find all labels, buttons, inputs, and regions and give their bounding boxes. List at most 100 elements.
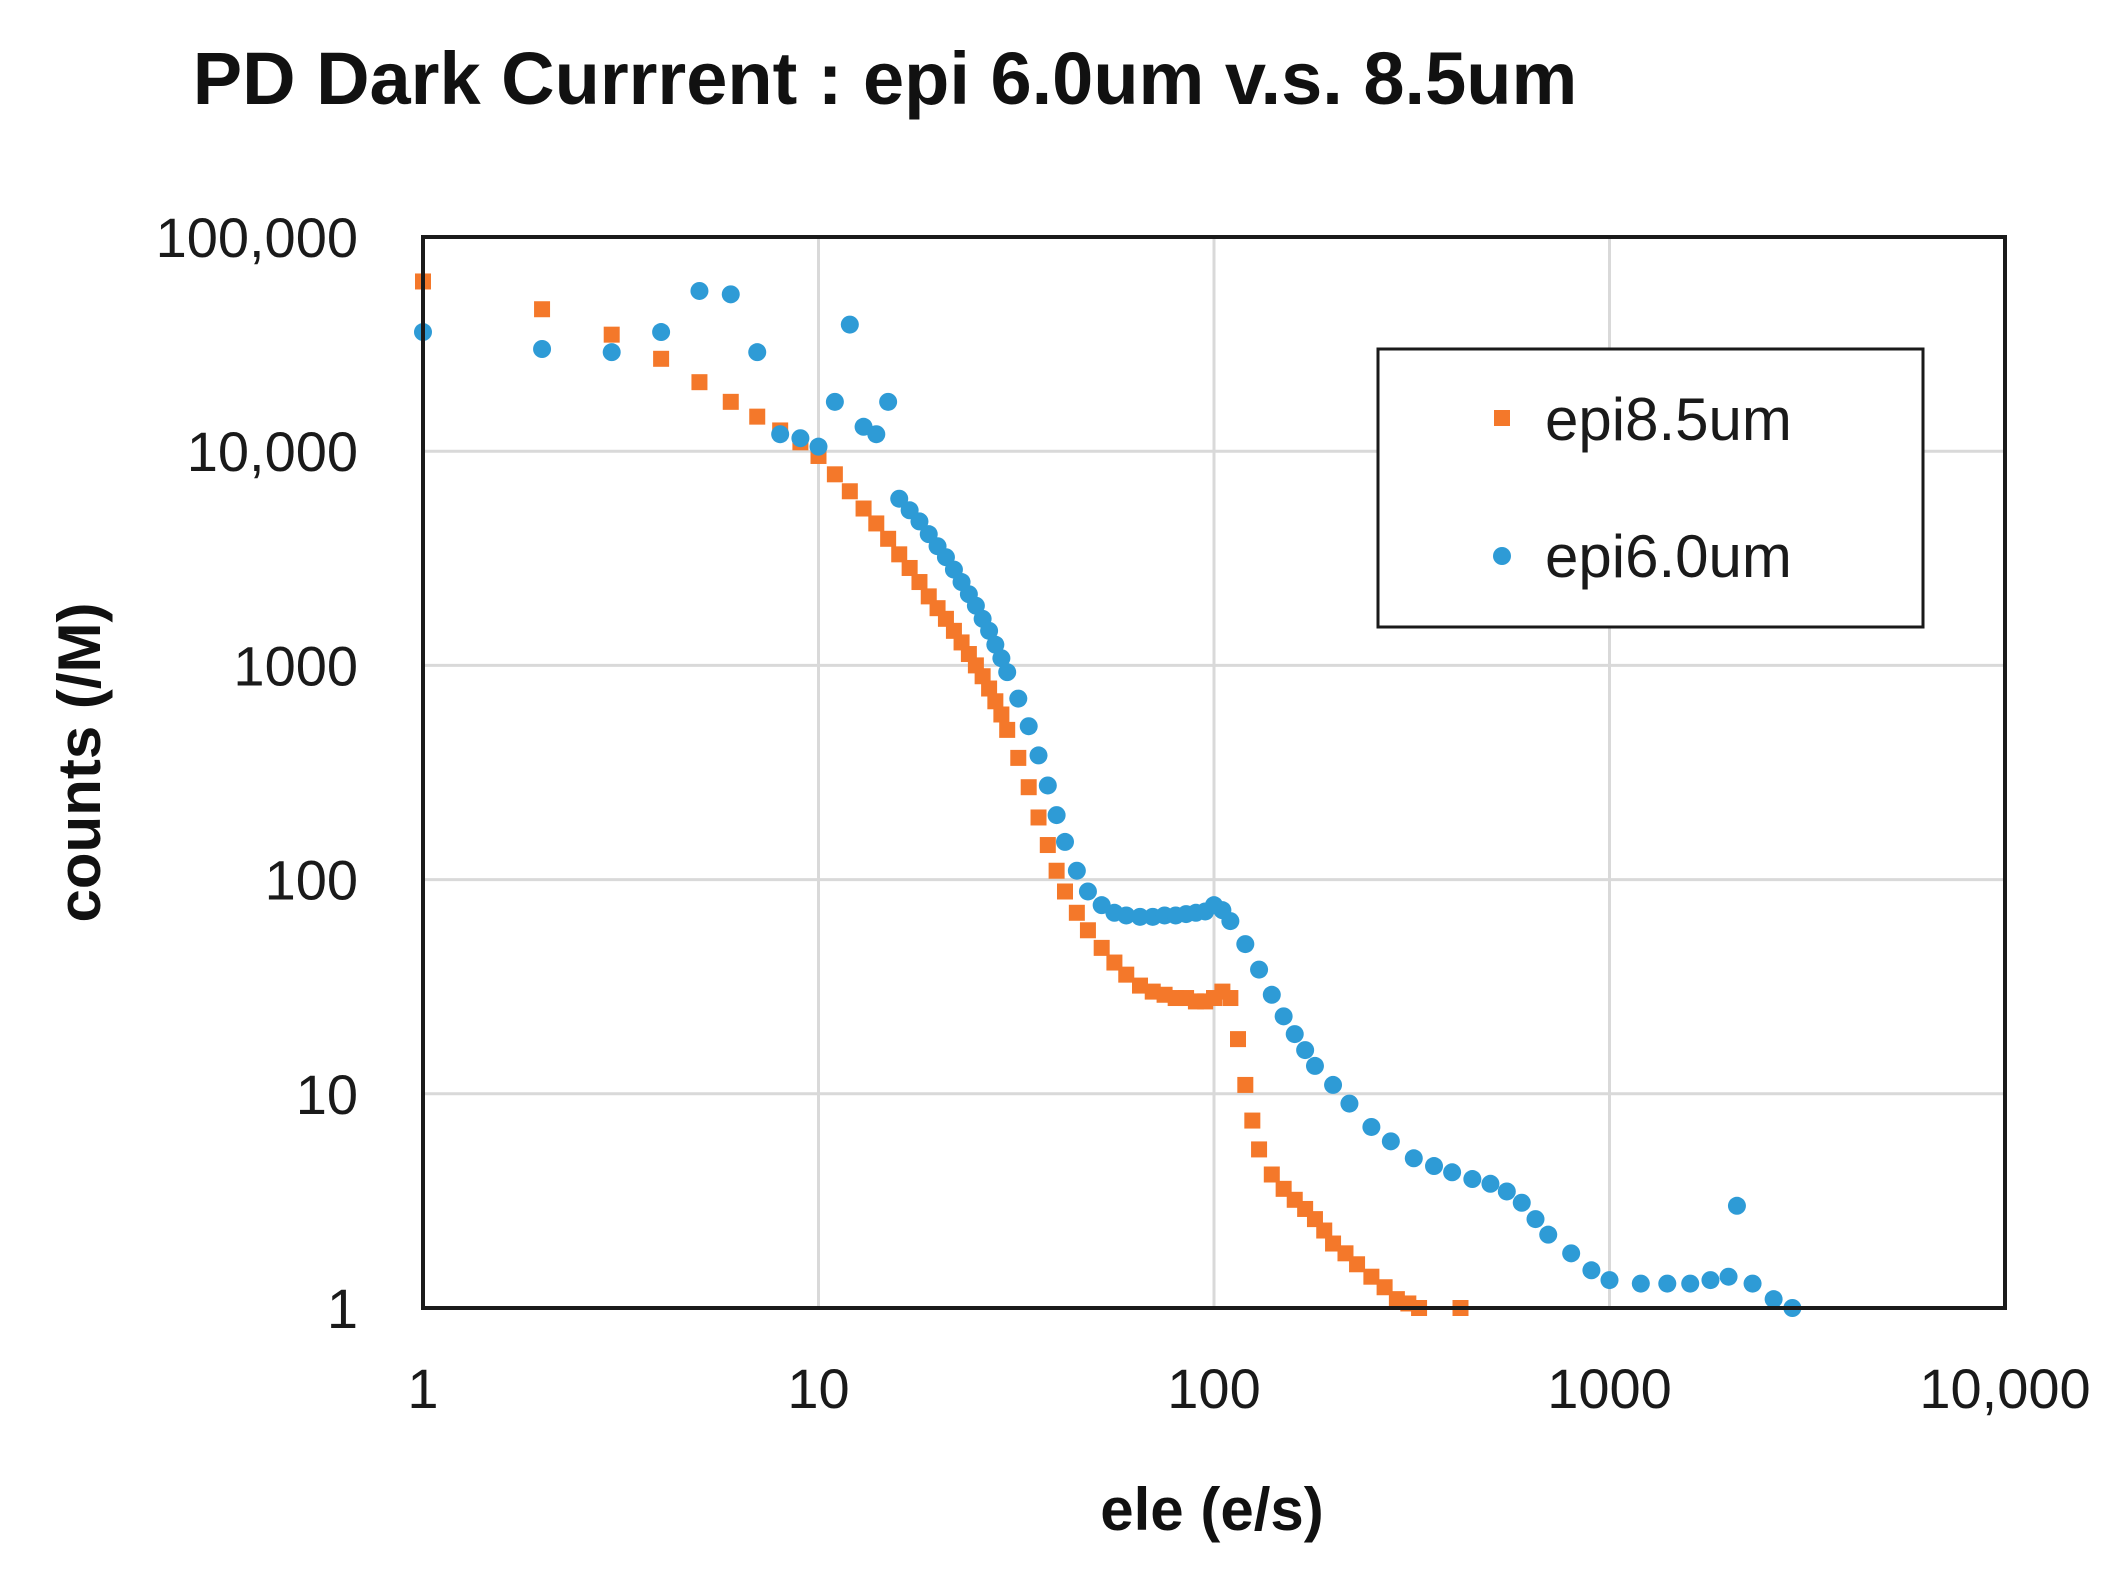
- x-axis-title: ele (e/s): [1100, 1476, 1323, 1543]
- data-point: [826, 466, 843, 483]
- data-point: [1047, 806, 1066, 825]
- data-point: [890, 489, 909, 508]
- data-points: [414, 273, 1802, 1317]
- data-point: [992, 649, 1011, 668]
- series-epi6.0um: [414, 281, 1802, 1317]
- data-point: [1117, 906, 1136, 925]
- data-point: [1009, 689, 1028, 708]
- data-point: [1118, 966, 1135, 983]
- data-point: [986, 635, 1005, 654]
- legend-label-epi8.5um: epi8.5um: [1545, 386, 1792, 453]
- data-point: [1250, 960, 1269, 979]
- data-point: [1132, 977, 1149, 994]
- data-point: [1681, 1274, 1700, 1293]
- data-point: [1497, 1182, 1516, 1201]
- y-tick-label: 100: [265, 849, 358, 912]
- data-point: [1019, 717, 1038, 736]
- chart-title: PD Dark Currrent : epi 6.0um v.s. 8.5um: [192, 37, 1578, 120]
- data-point: [891, 546, 908, 563]
- data-point: [910, 512, 929, 531]
- data-point: [1251, 1141, 1268, 1158]
- data-point: [1131, 907, 1150, 926]
- data-point: [1764, 1290, 1783, 1309]
- data-point: [1029, 746, 1048, 765]
- data-point: [1236, 935, 1255, 954]
- data-point: [1481, 1174, 1500, 1193]
- data-point: [809, 437, 828, 456]
- data-point: [1404, 1149, 1423, 1168]
- data-point: [603, 326, 620, 343]
- data-point: [690, 281, 709, 300]
- y-tick-label: 1: [327, 1277, 358, 1340]
- data-point: [1056, 883, 1073, 900]
- data-point: [868, 515, 885, 532]
- data-point: [901, 559, 918, 576]
- x-tick-label: 100: [1167, 1357, 1260, 1420]
- data-point: [533, 340, 552, 359]
- data-point: [1701, 1271, 1720, 1290]
- data-point: [1030, 809, 1047, 826]
- data-point: [1425, 1157, 1444, 1176]
- data-point: [825, 392, 844, 411]
- data-point: [1274, 1007, 1293, 1026]
- data-point: [999, 721, 1016, 738]
- data-point: [937, 610, 954, 627]
- data-point: [1305, 1056, 1324, 1075]
- data-point: [1743, 1274, 1762, 1293]
- data-point: [1221, 912, 1240, 931]
- data-point: [1106, 954, 1123, 971]
- data-point: [653, 350, 670, 367]
- data-point: [1263, 1166, 1280, 1183]
- data-point: [1237, 1076, 1254, 1093]
- data-point: [1316, 1222, 1333, 1239]
- data-point: [1363, 1268, 1380, 1285]
- x-tick-label: 10,000: [1919, 1357, 2090, 1420]
- data-point: [1048, 862, 1065, 879]
- data-point: [840, 315, 859, 334]
- data-point: [1039, 837, 1056, 854]
- x-tick-label: 10: [787, 1357, 849, 1420]
- y-axis-title: counts (/M): [46, 603, 113, 923]
- data-point: [993, 706, 1010, 723]
- data-point: [1349, 1256, 1366, 1273]
- data-point: [1443, 1163, 1462, 1182]
- data-point: [867, 425, 886, 444]
- data-point: [1262, 985, 1281, 1004]
- data-point: [1658, 1274, 1677, 1293]
- legend-marker-epi8.5um: [1494, 410, 1510, 426]
- data-point: [841, 483, 858, 500]
- data-point: [1362, 1117, 1381, 1136]
- data-point: [974, 668, 991, 685]
- data-point: [1381, 1132, 1400, 1151]
- data-point: [1020, 779, 1037, 796]
- y-tick-label: 100,000: [156, 206, 358, 269]
- series-epi8.5um: [415, 273, 1469, 1316]
- data-point: [1526, 1210, 1545, 1229]
- data-point: [1539, 1225, 1558, 1244]
- data-point: [691, 374, 708, 391]
- data-point: [981, 680, 998, 697]
- data-point: [721, 285, 740, 304]
- data-point: [911, 574, 928, 591]
- data-point: [534, 301, 551, 318]
- data-point: [998, 663, 1017, 682]
- data-point: [652, 323, 671, 342]
- data-point: [1324, 1075, 1343, 1094]
- data-point: [1285, 1025, 1304, 1044]
- y-tick-label: 10: [296, 1063, 358, 1126]
- data-point: [1727, 1196, 1746, 1215]
- data-point: [987, 693, 1004, 710]
- data-point: [791, 429, 810, 448]
- data-point: [1340, 1094, 1359, 1113]
- data-point: [1010, 749, 1027, 766]
- data-point: [1562, 1244, 1581, 1263]
- x-tick-label: 1: [407, 1357, 438, 1420]
- data-point: [1582, 1261, 1601, 1280]
- data-point: [1067, 861, 1086, 880]
- data-point: [1055, 832, 1074, 851]
- data-point: [880, 530, 897, 547]
- data-point: [855, 500, 872, 517]
- legend-box: [1376, 347, 1925, 629]
- data-point: [1296, 1041, 1315, 1060]
